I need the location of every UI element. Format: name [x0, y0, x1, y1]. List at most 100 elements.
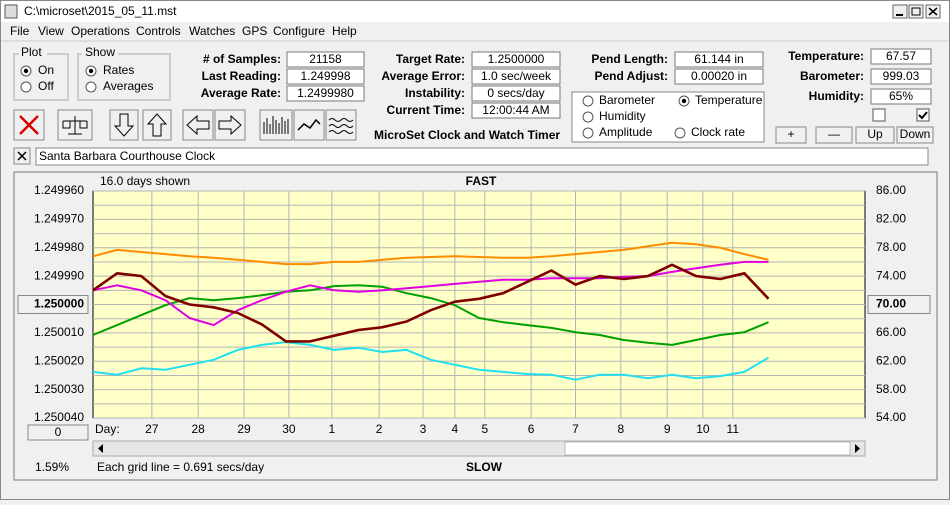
clock-name-field[interactable]: [35, 147, 929, 166]
field-box: [286, 51, 365, 68]
y2-tick-label: 86.00: [876, 183, 906, 197]
field-label: Instability:: [405, 86, 465, 100]
menu-item[interactable]: Help: [332, 24, 357, 38]
scale-button[interactable]: [57, 109, 93, 141]
field-box: [471, 102, 561, 119]
series-line: [92, 341, 770, 381]
x-tick-label: 6: [528, 422, 535, 436]
series-line: [92, 284, 769, 346]
app-title: MicroSet Clock and Watch Timer: [374, 128, 560, 142]
field-value: 12:00:44 AM: [482, 103, 549, 117]
radio-button[interactable]: [20, 81, 32, 93]
line-view-button[interactable]: [293, 109, 325, 141]
radio-button[interactable]: [85, 81, 97, 93]
icon-part: [182, 109, 214, 141]
radio-label: Rates: [103, 63, 134, 77]
window-buttons[interactable]: [892, 4, 941, 19]
y2-tick-button[interactable]: [867, 295, 931, 314]
menu-item[interactable]: Operations: [71, 24, 130, 38]
menu-item[interactable]: View: [38, 24, 64, 38]
clock-name: Santa Barbara Courthouse Clock: [39, 149, 216, 163]
field-value: 61.144 in: [694, 52, 743, 66]
field-label: Current Time:: [387, 103, 465, 117]
legend-radio[interactable]: [582, 111, 594, 123]
field-value: 1.0 sec/week: [481, 69, 552, 83]
menu-item[interactable]: Watches: [189, 24, 235, 38]
y2-tick-label: 82.00: [876, 212, 906, 226]
field-box: [471, 68, 561, 85]
legend-radio[interactable]: [582, 127, 594, 139]
y2-tick-label: 70.00: [876, 297, 906, 311]
checkbox[interactable]: [916, 108, 930, 122]
checkbox[interactable]: [872, 108, 886, 122]
y-tick-label: 1.249970: [34, 212, 84, 226]
right-arrow-button[interactable]: [214, 109, 246, 141]
icon-part: [911, 7, 921, 16]
field-box: [674, 51, 764, 68]
x-tick-label: 29: [237, 422, 251, 436]
field-label: Last Reading:: [202, 69, 281, 83]
field-box: [286, 85, 365, 102]
menu-item[interactable]: Controls: [136, 24, 181, 38]
icon-part: [62, 116, 88, 135]
legend-radio-dot: [681, 98, 687, 104]
field-label: Target Rate:: [396, 52, 465, 66]
radio-label: On: [38, 63, 54, 77]
button[interactable]: [855, 126, 895, 144]
legend-label: Barometer: [599, 93, 655, 107]
bars-view-button[interactable]: [259, 109, 293, 141]
y-tick-label: 1.250010: [34, 325, 84, 339]
offset-button[interactable]: [27, 424, 89, 441]
legend-radio[interactable]: [674, 127, 686, 139]
scrollbar[interactable]: [92, 440, 866, 457]
x-tick-label: 9: [664, 422, 671, 436]
x-tick-label: 2: [376, 422, 383, 436]
y-tick-label: 1.249980: [34, 240, 84, 254]
icon-part: [17, 151, 27, 161]
group-label-bg: [82, 47, 118, 59]
clear-name-button[interactable]: [13, 147, 31, 165]
left-arrow-button[interactable]: [182, 109, 214, 141]
y2-tick-label: 78.00: [876, 240, 906, 254]
icon-part: [214, 109, 246, 141]
delete-button[interactable]: [13, 109, 45, 141]
button[interactable]: [896, 126, 934, 144]
button-label: Up: [867, 127, 883, 141]
icon-part: [293, 109, 325, 141]
legend-label: Clock rate: [691, 125, 745, 139]
wave-view-button[interactable]: [325, 109, 357, 141]
button[interactable]: [815, 126, 853, 144]
show-group-box: [77, 53, 171, 101]
icon-part: [146, 113, 168, 137]
field-box: [870, 88, 932, 105]
legend-radio[interactable]: [582, 95, 594, 107]
up-arrow-button[interactable]: [142, 109, 172, 141]
grid-note: Each grid line = 0.691 secs/day: [97, 460, 264, 474]
y2-tick-label: 74.00: [876, 268, 906, 282]
y-tick-button[interactable]: [17, 295, 89, 314]
menu-item[interactable]: GPS: [242, 24, 267, 38]
field-value: 21158: [309, 52, 342, 66]
button[interactable]: [775, 126, 807, 144]
field-box: [286, 68, 365, 85]
icon-part: [142, 109, 172, 141]
percent: 1.59%: [35, 460, 69, 474]
y-tick-label: 1.249990: [34, 268, 84, 282]
menu-item[interactable]: File: [10, 24, 30, 38]
field-box: [471, 51, 561, 68]
icon-part: [263, 116, 289, 134]
x-tick-label: 30: [282, 422, 296, 436]
field-label: Barometer:: [800, 69, 864, 83]
field-label: Average Rate:: [201, 86, 281, 100]
x-label: Day:: [95, 422, 120, 436]
menu-item[interactable]: Configure: [273, 24, 325, 38]
button-label: Down: [900, 127, 931, 141]
x-tick-label: 7: [572, 422, 579, 436]
icon-part: [908, 4, 924, 19]
field-value: 1.2499980: [297, 86, 354, 100]
chart-title: FAST: [466, 174, 497, 188]
offset-button-label: 0: [55, 425, 62, 439]
down-arrow-button[interactable]: [109, 109, 139, 141]
